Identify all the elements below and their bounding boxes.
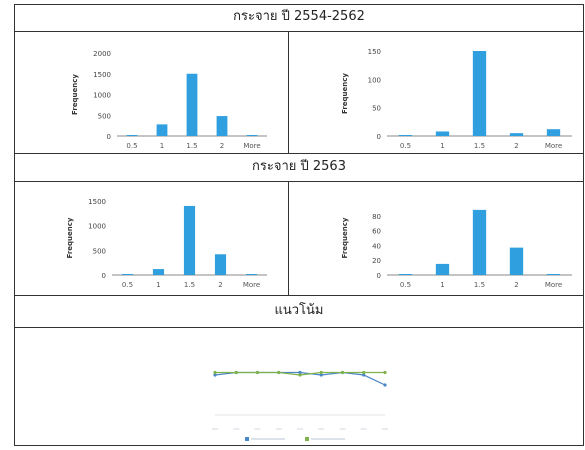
x-tick-label: 1	[160, 142, 164, 150]
data-point	[277, 370, 281, 375]
bar	[126, 135, 138, 136]
divider	[288, 31, 289, 153]
data-point	[213, 373, 217, 377]
bar	[435, 131, 450, 136]
y-tick-label: 1500	[93, 71, 111, 79]
y-tick-label: 20	[372, 257, 381, 265]
bar	[546, 274, 561, 275]
y-axis-title: Frequency	[341, 217, 349, 258]
bar	[472, 51, 487, 136]
data-point	[319, 373, 323, 377]
data-point	[383, 383, 387, 387]
x-tick-label: 1.5	[474, 142, 485, 150]
data-point	[362, 373, 366, 377]
bar	[156, 124, 168, 136]
data-point	[340, 370, 345, 375]
histogram-2563-right: Frequency 0 20 40 60 80 0.5 1 1.5 2 More	[341, 209, 572, 289]
y-tick-label: 0	[377, 133, 381, 141]
y-axis-title: Frequency	[66, 217, 74, 258]
x-tick-label: More	[545, 281, 562, 289]
x-tick-label: 0.5	[400, 142, 411, 150]
data-point	[213, 370, 217, 375]
trend-line-chart	[212, 370, 388, 441]
x-tick-label: More	[243, 281, 260, 289]
data-point	[383, 370, 387, 375]
x-tick-label: More	[545, 142, 562, 150]
bar	[435, 263, 450, 275]
y-tick-label: 2000	[93, 50, 111, 58]
x-tick-label: 1.5	[184, 281, 195, 289]
x-tick-label: 0.5	[400, 281, 411, 289]
data-point	[298, 373, 302, 377]
x-tick-label: 2	[218, 281, 222, 289]
x-tick-label: 1	[440, 142, 444, 150]
x-tick-label: 1	[156, 281, 160, 289]
y-tick-label: 0	[377, 272, 381, 280]
y-tick-label: 0	[102, 272, 106, 280]
divider	[15, 181, 583, 182]
bar	[245, 274, 258, 275]
report-frame: กระจาย ปี 2554-2562 กระจาย ปี 2563 แนวโน…	[14, 4, 584, 446]
bar	[183, 205, 196, 275]
y-tick-label: 80	[372, 213, 381, 221]
bar	[121, 274, 134, 275]
x-tick-label: 0.5	[126, 142, 137, 150]
data-point	[234, 370, 238, 375]
divider	[15, 153, 583, 154]
x-tick-label: 1	[440, 281, 444, 289]
x-tick-label: 0.5	[122, 281, 133, 289]
y-tick-label: 150	[368, 48, 381, 56]
histogram-2554-2562-left: Frequency 0 500 1000 1500 2000 0.5 1 1.5 2 More	[71, 50, 267, 150]
section-title-trend: แนวโน้ม	[274, 303, 324, 318]
data-point	[255, 370, 260, 375]
x-tick-label: 2	[220, 142, 224, 150]
bar	[152, 269, 165, 275]
y-tick-label: 60	[372, 228, 381, 236]
histogram-2563-left: Frequency 0 500 1000 1500 0.5 1 1.5 2 More	[66, 198, 267, 289]
y-axis-title: Frequency	[341, 73, 349, 114]
x-tick-label: More	[243, 142, 260, 150]
bar	[398, 135, 413, 136]
y-axis-title: Frequency	[71, 74, 79, 115]
bar	[472, 209, 487, 275]
data-point	[319, 370, 323, 375]
x-tick-label: 1.5	[186, 142, 197, 150]
section-title-2554-2562: กระจาย ปี 2554-2562	[233, 9, 365, 24]
data-point	[298, 370, 302, 375]
divider	[288, 181, 289, 295]
legend-swatch	[245, 437, 249, 441]
divider	[15, 327, 583, 328]
y-tick-label: 0	[107, 133, 111, 141]
x-tick-label: 2	[514, 142, 518, 150]
bar	[546, 129, 561, 136]
y-tick-label: 100	[368, 76, 381, 84]
y-tick-label: 500	[93, 247, 106, 255]
bar	[509, 133, 524, 136]
bar	[398, 274, 413, 275]
x-tick-label: 1.5	[474, 281, 485, 289]
bar	[509, 247, 524, 275]
divider	[15, 295, 583, 296]
histogram-2554-2562-right: Frequency 0 50 100 150 0.5 1 1.5 2 More	[341, 48, 572, 150]
y-tick-label: 1000	[93, 92, 111, 100]
divider	[15, 31, 583, 32]
bar	[216, 116, 228, 136]
bar	[186, 73, 198, 136]
bar	[246, 135, 258, 136]
bar	[214, 254, 227, 275]
section-title-2563: กระจาย ปี 2563	[252, 159, 346, 174]
legend-swatch	[305, 437, 309, 441]
data-point	[362, 370, 366, 375]
y-tick-label: 1500	[88, 198, 106, 206]
x-tick-label: 2	[514, 281, 518, 289]
y-tick-label: 1000	[88, 223, 106, 231]
y-tick-label: 40	[372, 242, 381, 250]
y-tick-label: 50	[372, 105, 381, 113]
y-tick-label: 500	[98, 112, 111, 120]
